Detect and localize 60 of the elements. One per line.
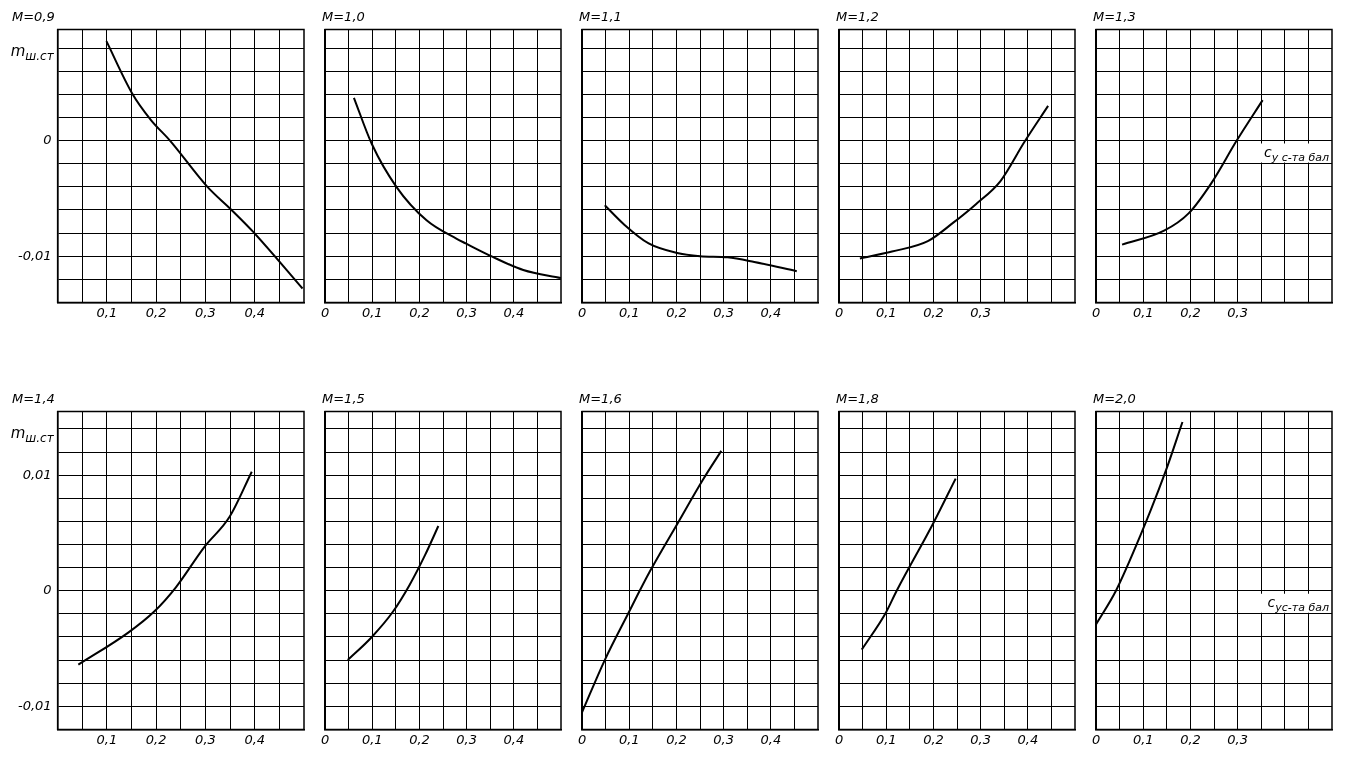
x-tick-label: 0,2 <box>666 304 687 320</box>
x-tick-label: 0 <box>834 731 844 747</box>
x-tick-label: 0,1 <box>875 731 897 747</box>
x-tick-label: 0,1 <box>96 304 118 320</box>
x-tick-label: 0,4 <box>503 304 525 320</box>
x-tick-label: 0,3 <box>1227 731 1248 747</box>
x-tick-label: 0,3 <box>456 731 477 747</box>
x-tick-label: 0,1 <box>361 731 383 747</box>
x-tick-label: 0,2 <box>145 731 167 747</box>
x-tick-label: 0,4 <box>760 304 782 320</box>
y-tick-label: 0,01 <box>22 466 52 482</box>
x-tick-label: 0,2 <box>145 304 167 320</box>
chart-title: M=0,9 <box>12 9 55 25</box>
x-tick-label: 0,1 <box>1132 731 1154 747</box>
x-tick-label: 0 <box>320 731 330 747</box>
x-tick-label: 0 <box>320 304 330 320</box>
x-tick-label: 0,1 <box>875 304 897 320</box>
x-tick-label: 0,2 <box>923 304 944 320</box>
x-tick-label: 0,3 <box>195 304 216 320</box>
y-tick-label: -0,01 <box>18 697 52 713</box>
chart-title: M=1,8 <box>836 391 879 407</box>
chart-title: M=1,4 <box>12 391 55 407</box>
chart-title: M=1,6 <box>579 391 622 407</box>
x-tick-label: 0 <box>1091 304 1101 320</box>
chart-title: M=1,5 <box>322 391 365 407</box>
x-tick-label: 0,2 <box>409 304 430 320</box>
x-tick-label: 0,3 <box>713 304 734 320</box>
chart-title: M=2,0 <box>1093 391 1136 407</box>
x-tick-label: 0 <box>834 304 844 320</box>
x-tick-label: 0,2 <box>666 731 687 747</box>
x-tick-label: 0,4 <box>244 731 266 747</box>
x-tick-label: 0 <box>577 304 587 320</box>
x-tick-label: 0,3 <box>456 304 477 320</box>
x-tick-label: 0,2 <box>1180 304 1201 320</box>
x-tick-label: 0,3 <box>713 731 734 747</box>
chart-title: M=1,1 <box>579 9 622 25</box>
x-tick-label: 0,4 <box>244 304 266 320</box>
x-tick-label: 0,2 <box>1180 731 1201 747</box>
x-tick-label: 0,3 <box>970 731 991 747</box>
x-tick-label: 0,1 <box>618 731 640 747</box>
y-tick-label: -0,01 <box>18 247 52 263</box>
x-tick-label: 0,4 <box>760 731 782 747</box>
chart-title: M=1,3 <box>1093 9 1136 25</box>
x-tick-label: 0,2 <box>923 731 944 747</box>
chart-title: M=1,0 <box>322 9 365 25</box>
x-tick-label: 0,1 <box>96 731 118 747</box>
x-tick-label: 0 <box>577 731 587 747</box>
x-tick-label: 0,3 <box>970 304 991 320</box>
x-tick-label: 0,1 <box>618 304 640 320</box>
x-tick-label: 0,1 <box>361 304 383 320</box>
x-tick-label: 0,1 <box>1132 304 1154 320</box>
x-tick-label: 0,4 <box>1017 731 1039 747</box>
x-tick-label: 0,2 <box>409 731 430 747</box>
x-tick-label: 0,4 <box>503 731 525 747</box>
x-tick-label: 0,3 <box>195 731 216 747</box>
y-tick-label: 0 <box>43 582 52 598</box>
x-tick-label: 0,3 <box>1227 304 1248 320</box>
chart-title: M=1,2 <box>836 9 879 25</box>
y-tick-label: 0 <box>43 131 52 147</box>
x-tick-label: 0 <box>1091 731 1101 747</box>
